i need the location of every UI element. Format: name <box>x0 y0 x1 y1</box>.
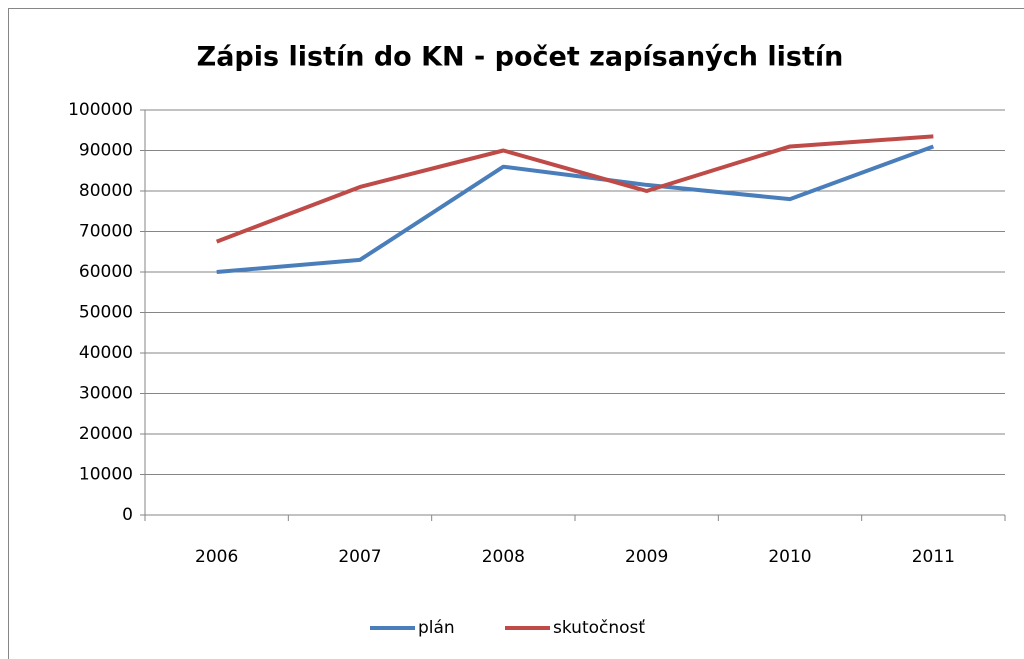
y-tick-label: 80000 <box>79 181 133 201</box>
legend-label: skutočnosť <box>553 618 645 638</box>
y-tick-label: 90000 <box>79 141 133 161</box>
x-tick-label: 2010 <box>768 547 811 567</box>
y-tick-label: 50000 <box>79 303 133 323</box>
x-tick-label: 2011 <box>912 547 955 567</box>
x-tick-label: 2006 <box>195 547 238 567</box>
y-tick-label: 10000 <box>79 465 133 485</box>
chart-frame <box>8 8 1024 659</box>
y-tick-label: 0 <box>122 505 133 525</box>
y-tick-label: 30000 <box>79 384 133 404</box>
y-tick-label: 40000 <box>79 343 133 363</box>
line-series <box>215 134 934 244</box>
y-tick-label: 20000 <box>79 424 133 444</box>
legend-label: plán <box>418 618 455 638</box>
line-series <box>216 144 935 274</box>
y-tick-label: 60000 <box>79 262 133 282</box>
x-tick-label: 2007 <box>338 547 381 567</box>
y-tick-label: 70000 <box>79 222 133 242</box>
chart-title: Zápis listín do KN - počet zapísaných li… <box>197 42 844 73</box>
x-tick-label: 2009 <box>625 547 668 567</box>
y-tick-label: 100000 <box>68 100 133 120</box>
x-tick-label: 2008 <box>482 547 525 567</box>
